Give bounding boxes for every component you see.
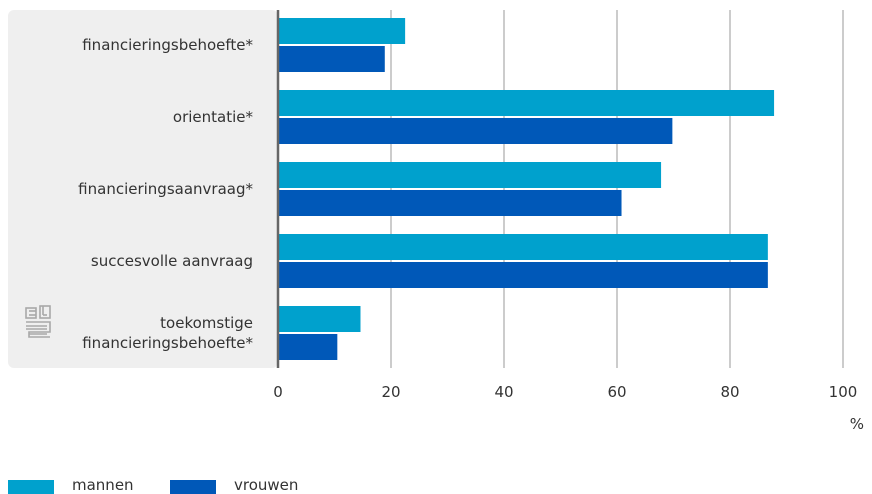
bar-vrouwen-0 — [278, 46, 385, 72]
x-tick-label: 60 — [607, 383, 626, 401]
bar-mannen-0 — [278, 18, 406, 44]
category-label: financieringsbehoefte* — [82, 36, 253, 54]
bar-mannen-4 — [278, 306, 361, 332]
category-label: orientatie* — [173, 108, 254, 126]
bar-mannen-1 — [278, 90, 775, 116]
legend-swatch-mannen — [8, 480, 54, 494]
category-label: financieringsbehoefte* — [82, 334, 253, 352]
x-tick-label: 40 — [494, 383, 513, 401]
bar-vrouwen-2 — [278, 190, 622, 216]
legend-label-vrouwen: vrouwen — [234, 480, 299, 494]
chart: financieringsbehoefte* orientatie* financi… — [8, 10, 864, 433]
category-label: financieringsaanvraag* — [78, 180, 253, 198]
legend-item-mannen: mannen — [8, 480, 208, 494]
legend-swatch-vrouwen — [170, 480, 216, 494]
legend-label-mannen: mannen — [72, 480, 134, 494]
bar-mannen-2 — [278, 162, 662, 188]
category-label: toekomstige — [160, 314, 253, 332]
bar-mannen-3 — [278, 234, 768, 260]
category-labels: financieringsbehoefte* orientatie* financi… — [78, 36, 253, 352]
x-tick-label: 100 — [829, 383, 858, 401]
legend: mannen vrouwen — [0, 480, 872, 494]
x-tick-label: 20 — [381, 383, 400, 401]
gridlines — [390, 10, 844, 368]
bar-vrouwen-1 — [278, 118, 673, 144]
legend-item-vrouwen: vrouwen — [170, 480, 370, 494]
cbs-logo-icon — [25, 305, 51, 338]
bars — [278, 18, 775, 360]
category-panel — [8, 10, 278, 368]
x-tick-label: 0 — [273, 383, 283, 401]
bar-vrouwen-3 — [278, 262, 768, 288]
x-tick-label: 80 — [720, 383, 739, 401]
category-label: succesvolle aanvraag — [91, 252, 253, 270]
x-tick-labels: 0 20 40 60 80 100 — [273, 383, 857, 401]
x-unit-label: % — [850, 415, 864, 433]
bar-vrouwen-4 — [278, 334, 338, 360]
